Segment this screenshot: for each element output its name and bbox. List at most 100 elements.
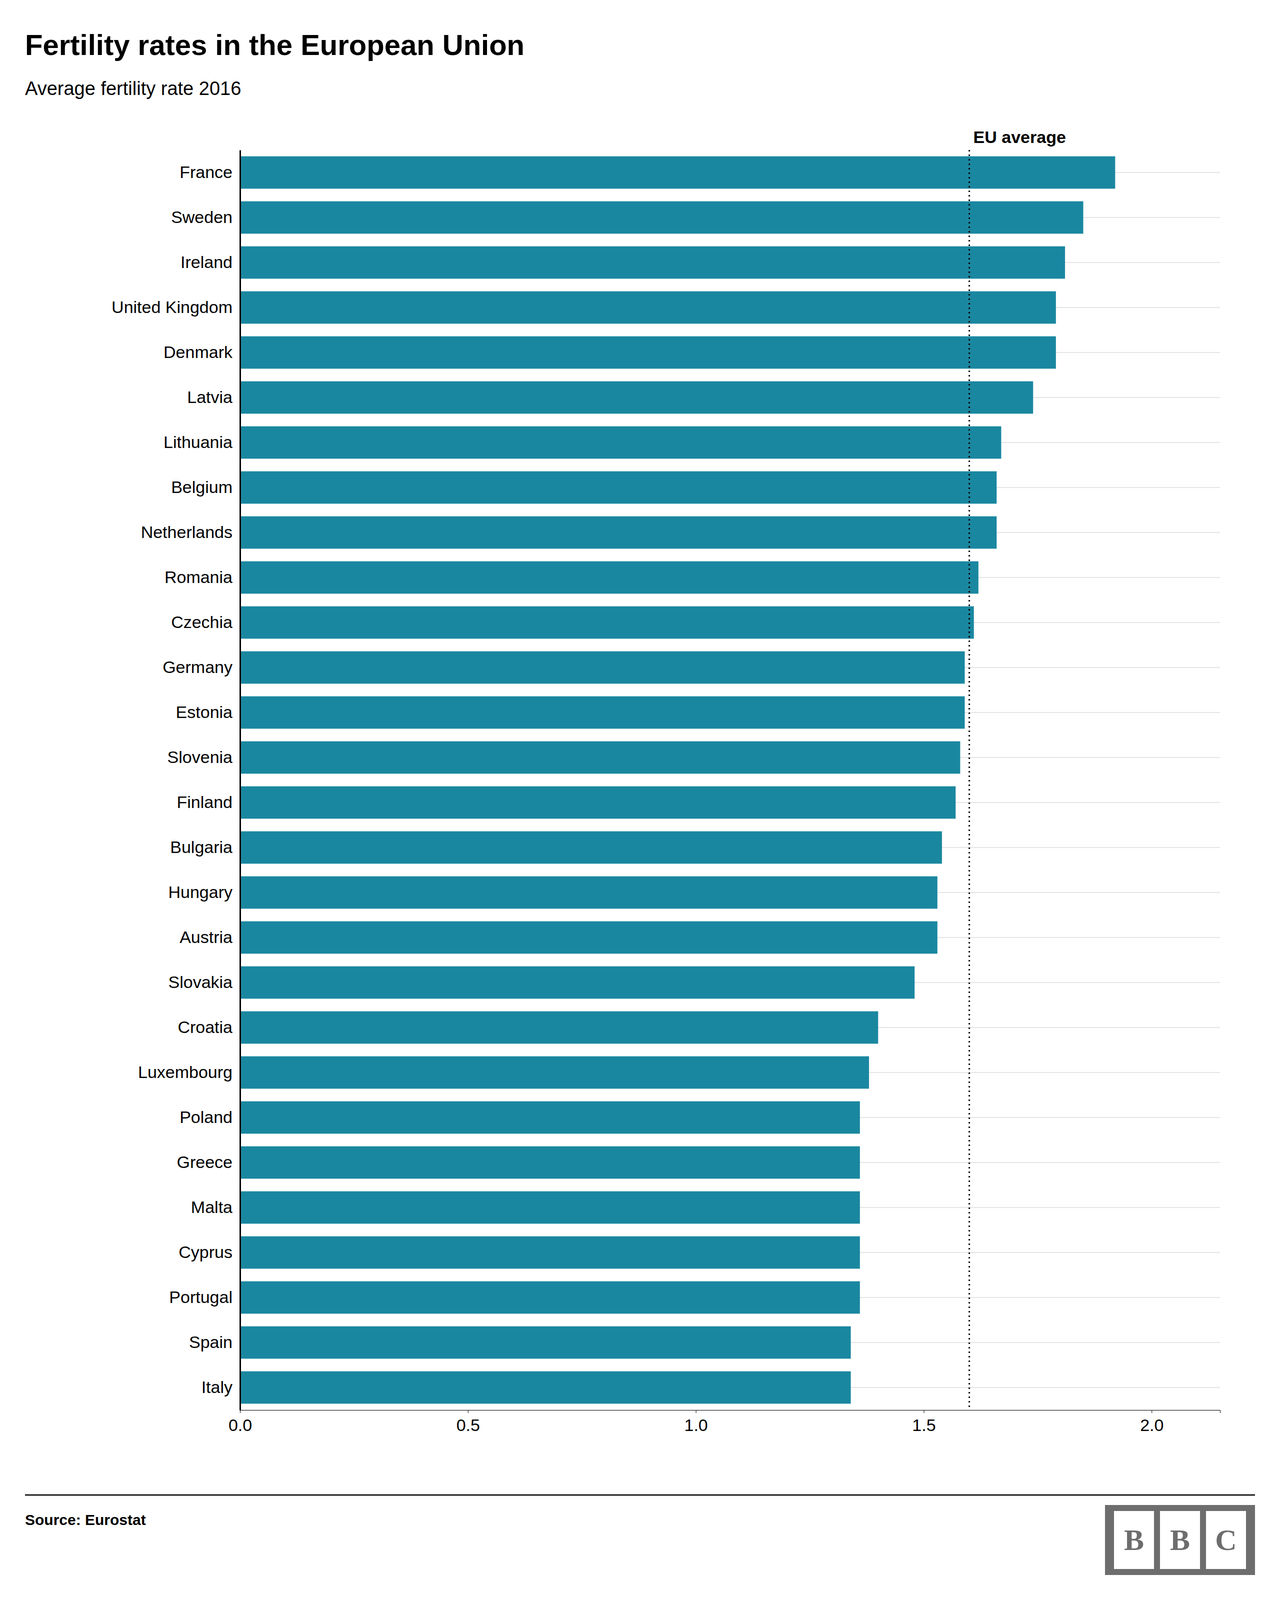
annotation-label: EU average <box>973 127 1066 147</box>
y-tick: Croatia <box>177 1017 240 1037</box>
bar <box>240 1146 860 1179</box>
y-tick-label: France <box>179 162 233 182</box>
y-tick-label: Bulgaria <box>170 837 233 857</box>
y-tick-label: United Kingdom <box>111 297 233 317</box>
y-tick-label: Luxembourg <box>138 1062 233 1082</box>
bar <box>240 741 960 774</box>
bar <box>240 1236 860 1269</box>
y-tick: Estonia <box>176 702 240 722</box>
y-tick: Hungary <box>168 882 240 902</box>
y-tick: Lithuania <box>163 432 240 452</box>
y-tick: Italy <box>201 1377 240 1397</box>
y-tick: Denmark <box>163 342 240 362</box>
y-tick: Belgium <box>171 477 240 497</box>
y-tick-label: Malta <box>191 1197 233 1217</box>
y-tick: Slovakia <box>168 972 240 992</box>
y-tick-label: Finland <box>176 792 233 812</box>
y-tick-label: Netherlands <box>141 522 233 542</box>
y-tick-label: Denmark <box>163 342 233 362</box>
bars <box>240 156 1115 1404</box>
y-tick-label: Greece <box>177 1152 233 1172</box>
title: Fertility rates in the European Union <box>25 28 525 61</box>
y-tick-label: Cyprus <box>178 1242 233 1262</box>
subtitle: Average fertility rate 2016 <box>25 78 241 99</box>
logo-box <box>1114 1511 1154 1569</box>
bar <box>240 606 974 639</box>
y-tick: Latvia <box>187 387 240 407</box>
y-tick: Spain <box>189 1332 240 1352</box>
logo-letter: B <box>1124 1523 1144 1557</box>
bar <box>240 786 956 819</box>
y-tick-label: Italy <box>201 1377 233 1397</box>
y-tick-label: Ireland <box>180 252 233 272</box>
y-tick-label: Poland <box>179 1107 233 1127</box>
y-tick-label: Estonia <box>176 702 233 722</box>
bar <box>240 921 938 954</box>
bar <box>240 246 1065 279</box>
y-tick-label: Slovenia <box>167 747 233 767</box>
logo-box <box>1206 1511 1246 1569</box>
logo-letter: C <box>1215 1523 1237 1557</box>
grid <box>240 172 1220 1388</box>
x-tick: 0.0 <box>228 1410 252 1435</box>
bar <box>240 831 942 864</box>
y-tick-label: Czechia <box>171 612 233 632</box>
bar <box>240 561 979 594</box>
x-tick-label: 0.5 <box>456 1415 480 1435</box>
bar <box>240 426 1001 459</box>
y-tick: Sweden <box>171 207 240 227</box>
x-tick: 1.5 <box>912 1410 936 1435</box>
logo: BBC <box>1105 1505 1255 1575</box>
x-tick-mark <box>468 1410 469 1413</box>
y-tick-label: Portugal <box>169 1287 233 1307</box>
y-tick-label: Croatia <box>177 1017 233 1037</box>
separator <box>25 1494 1255 1496</box>
y-tick: Ireland <box>180 252 240 272</box>
y-tick: Romania <box>164 567 240 587</box>
y-tick: Luxembourg <box>138 1062 240 1082</box>
bar <box>240 1326 851 1359</box>
y-tick: Poland <box>179 1107 240 1127</box>
annotation-line <box>968 150 970 1410</box>
bar <box>240 696 965 729</box>
chart-svg: Fertility rates in the European Union Ave… <box>0 0 1280 1600</box>
chart-container: Fertility rates in the European Union Ave… <box>0 0 1280 1600</box>
background <box>0 0 1280 1600</box>
y-tick: Slovenia <box>167 747 240 767</box>
bar <box>240 1191 860 1224</box>
bar <box>240 471 997 504</box>
y-tick-label: Germany <box>162 657 233 677</box>
bar <box>240 966 915 999</box>
y-tick: Bulgaria <box>170 837 240 857</box>
y-tick-label: Sweden <box>171 207 233 227</box>
bar <box>240 156 1115 189</box>
x-tick-mark <box>1151 1410 1152 1413</box>
bar <box>240 516 997 549</box>
x-tick-mark <box>923 1410 924 1413</box>
y-tick-label: Hungary <box>168 882 233 902</box>
y-tick: Portugal <box>169 1287 240 1307</box>
bar <box>240 1281 860 1314</box>
y-tick-label: Romania <box>164 567 233 587</box>
logo-letter: B <box>1170 1523 1190 1557</box>
x-axis-line <box>240 1410 1221 1414</box>
bar <box>240 1056 869 1089</box>
bar <box>240 201 1084 234</box>
y-tick: Netherlands <box>141 522 240 542</box>
source: Source: Eurostat <box>25 1511 146 1528</box>
y-tick: Germany <box>162 657 240 677</box>
x-tick-mark <box>240 1410 241 1413</box>
x-tick: 1.0 <box>684 1410 708 1435</box>
y-tick-label: Lithuania <box>163 432 233 452</box>
y-tick: France <box>179 162 240 182</box>
x-tick: 0.5 <box>456 1410 480 1435</box>
bar <box>240 381 1033 414</box>
bar <box>240 876 938 909</box>
plot-area <box>240 150 1220 1410</box>
bar <box>240 1011 878 1044</box>
x-axis: 0.00.51.01.52.0 <box>228 1410 1221 1435</box>
y-tick: Greece <box>177 1152 241 1172</box>
x-tick-label: 0.0 <box>228 1415 252 1435</box>
bar <box>240 1101 860 1134</box>
y-tick: Malta <box>191 1197 240 1217</box>
